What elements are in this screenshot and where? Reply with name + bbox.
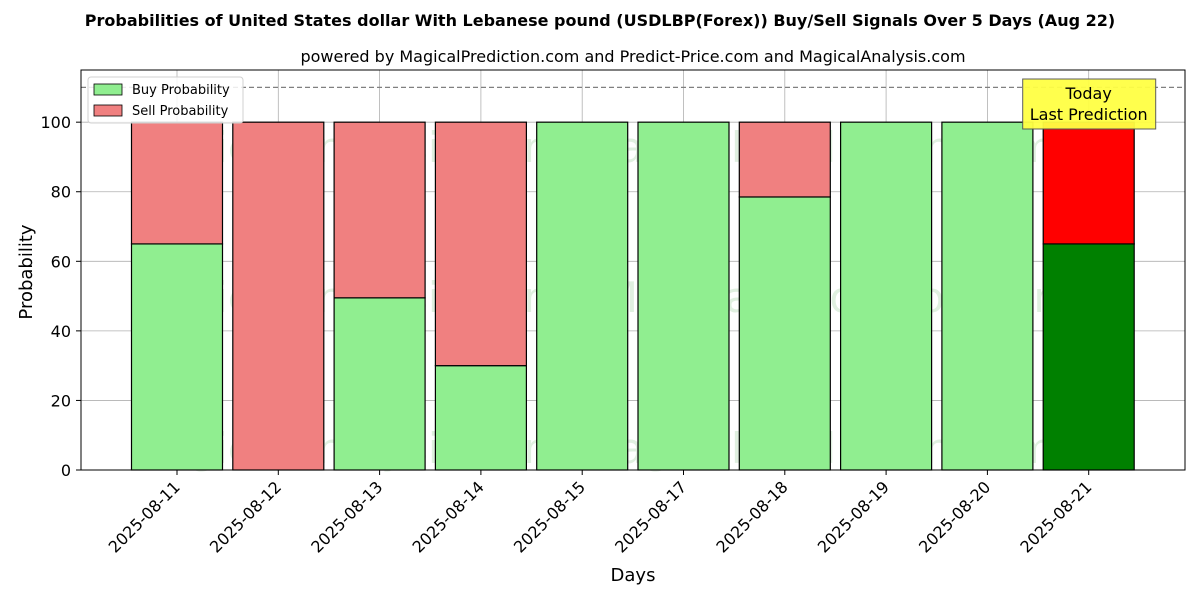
x-tick-label: 2025-08-17	[611, 477, 690, 556]
x-tick-label: 2025-08-14	[409, 477, 488, 556]
buy-bar	[738, 196, 831, 471]
annotation-text: Last Prediction	[1030, 105, 1148, 124]
buy-bar	[941, 121, 1034, 471]
x-tick-label: 2025-08-19	[814, 477, 893, 556]
y-axis-label: Probability	[16, 224, 37, 319]
bars	[81, 86, 1185, 471]
sell-bar	[434, 121, 527, 367]
y-tick-label: 0	[61, 461, 71, 480]
buy-bar	[434, 365, 527, 471]
legend-box	[87, 76, 244, 124]
sell-bar	[130, 121, 224, 245]
annotation-box	[1022, 78, 1157, 130]
legend-label: Buy Probability	[132, 83, 230, 98]
buy-bar	[1042, 243, 1135, 471]
y-tick-label: 40	[51, 322, 71, 341]
sell-bar	[333, 121, 426, 299]
legend-label: Sell Probability	[132, 104, 229, 119]
x-tick-label: 2025-08-12	[206, 477, 285, 556]
x-tick-label: 2025-08-18	[712, 477, 791, 556]
annotation-text: Today	[1065, 84, 1112, 103]
y-tick-label: 100	[40, 113, 71, 132]
x-tick-label: 2025-08-11	[105, 477, 184, 556]
y-tick-label: 60	[51, 252, 71, 271]
y-tick-label: 20	[51, 391, 71, 410]
legend-swatch	[93, 104, 123, 117]
sell-bar	[1042, 121, 1135, 245]
buy-bar	[130, 243, 224, 471]
y-tick-label: 80	[51, 183, 71, 202]
plot-frame	[80, 69, 1186, 471]
x-axis-label: Days	[611, 565, 656, 586]
sell-bar	[738, 121, 831, 198]
buy-bar	[839, 121, 933, 471]
x-tick-label: 2025-08-20	[915, 477, 994, 556]
sell-bar	[232, 121, 325, 471]
x-tick-label: 2025-08-13	[307, 477, 386, 556]
buy-bar	[333, 297, 426, 471]
buy-bar	[637, 121, 730, 471]
x-tick-label: 2025-08-21	[1016, 477, 1095, 556]
chart-subtitle: powered by MagicalPrediction.com and Pre…	[300, 47, 965, 66]
buy-bar	[536, 121, 629, 471]
legend-swatch	[93, 83, 123, 96]
legend: Buy Probability Sell Probability	[87, 76, 244, 124]
x-tick-label: 2025-08-15	[510, 477, 589, 556]
chart-title: Probabilities of United States dollar Wi…	[85, 11, 1115, 30]
today-annotation: Today Last Prediction	[1022, 78, 1157, 130]
